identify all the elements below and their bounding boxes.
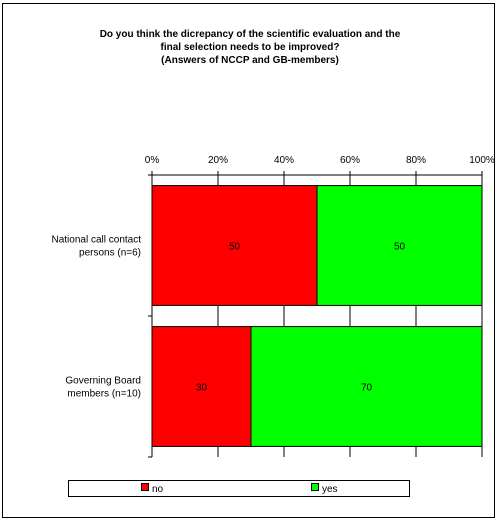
legend-item-yes: yes xyxy=(311,483,338,496)
category-label-0-line-0: National call contact xyxy=(52,235,142,246)
category-label-1-line-0: Governing Board xyxy=(65,376,141,387)
chart-title-line-1: Do you think the dicrepancy of the scien… xyxy=(99,29,401,40)
legend-swatch-no xyxy=(141,483,149,491)
category-label-1-line-1: members (n=10) xyxy=(67,389,141,400)
bar-yes-1 xyxy=(250,326,483,447)
stacked-bar-chart: 50 50 National call contact persons (n=6) 30… xyxy=(52,155,495,458)
legend-item-no: no xyxy=(141,483,163,496)
bar-yes-0 xyxy=(316,185,483,306)
category-label-0-line-1: persons (n=6) xyxy=(79,248,141,259)
x-tick-label-5: 100% xyxy=(469,155,495,166)
chart-title-line-2: final selection needs to be improved? xyxy=(160,42,340,53)
data-label-yes-0: 50 xyxy=(394,242,406,253)
chart-title: Do you think the dicrepancy of the scien… xyxy=(20,28,480,67)
data-label-no-0: 50 xyxy=(229,242,241,253)
x-tick-label-3: 60% xyxy=(340,155,360,166)
chart-title-line-3: (Answers of NCCP and GB-members) xyxy=(161,55,339,66)
data-label-no-1: 30 xyxy=(196,383,208,394)
legend-swatch-yes xyxy=(311,483,319,491)
x-tick-label-2: 40% xyxy=(274,155,294,166)
legend: no yes xyxy=(68,480,410,497)
legend-label-yes: yes xyxy=(322,484,338,495)
x-tick-label-0: 0% xyxy=(145,155,160,166)
bar-no-1 xyxy=(151,326,252,447)
legend-label-no: no xyxy=(152,484,164,495)
data-label-yes-1: 70 xyxy=(361,383,373,394)
x-tick-label-4: 80% xyxy=(406,155,426,166)
x-tick-label-1: 20% xyxy=(208,155,228,166)
